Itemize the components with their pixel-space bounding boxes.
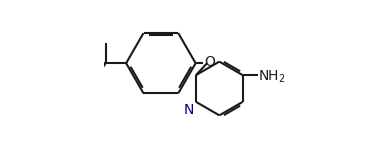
Text: NH$_2$: NH$_2$ bbox=[258, 69, 286, 85]
Text: O: O bbox=[204, 55, 215, 69]
Text: N: N bbox=[184, 103, 194, 118]
